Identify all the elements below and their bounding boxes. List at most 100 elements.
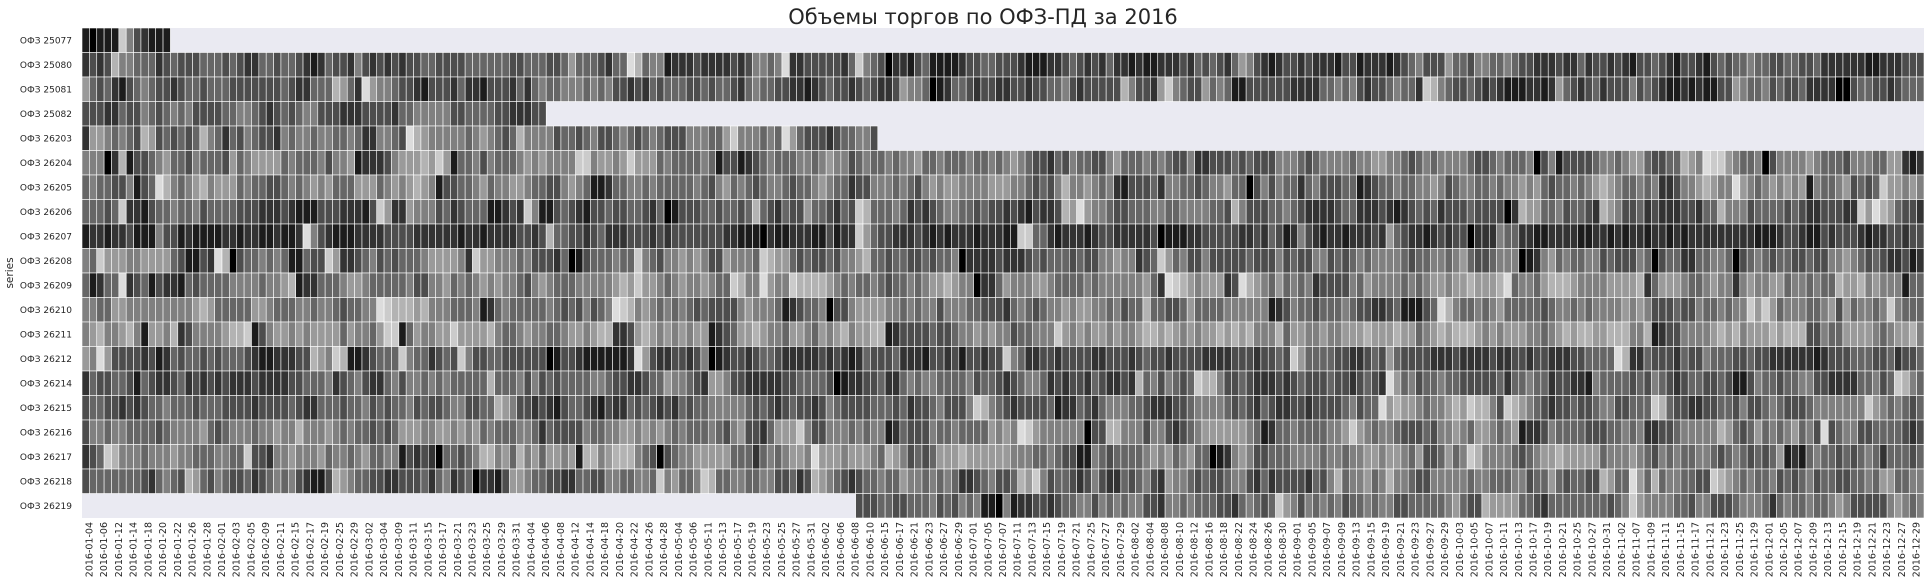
heatmap-cell bbox=[582, 272, 591, 298]
heatmap-cell bbox=[929, 297, 937, 323]
heatmap-cell bbox=[1827, 150, 1836, 176]
x-tick-label: 2016-07-15 bbox=[1042, 522, 1053, 577]
heatmap-cell bbox=[877, 272, 886, 298]
heatmap-cell bbox=[420, 370, 429, 396]
heatmap-cell bbox=[1260, 248, 1269, 274]
heatmap-cell bbox=[1459, 76, 1468, 102]
heatmap-cell bbox=[575, 468, 584, 494]
heatmap-cell bbox=[553, 223, 562, 249]
heatmap-cell bbox=[612, 395, 621, 421]
heatmap-cell bbox=[1614, 419, 1623, 445]
heatmap-cell bbox=[582, 370, 591, 396]
heatmap-cell bbox=[1628, 248, 1637, 274]
heatmap-cell bbox=[1636, 76, 1645, 102]
heatmap-cell bbox=[1908, 174, 1917, 200]
heatmap-cell bbox=[1555, 150, 1564, 176]
heatmap-cell bbox=[1614, 321, 1623, 347]
heatmap-cell bbox=[317, 272, 326, 298]
heatmap-cell bbox=[870, 76, 879, 102]
heatmap-cell bbox=[501, 223, 510, 249]
heatmap-cell bbox=[1768, 444, 1777, 470]
heatmap-cell bbox=[103, 223, 112, 249]
heatmap-cell bbox=[133, 199, 142, 225]
heatmap-cell bbox=[1400, 248, 1409, 274]
heatmap-cell bbox=[1577, 297, 1586, 323]
heatmap-cell bbox=[1761, 248, 1770, 274]
heatmap-cell bbox=[1356, 76, 1365, 102]
heatmap-cell bbox=[567, 346, 576, 372]
heatmap-cell bbox=[1150, 444, 1159, 470]
heatmap-cell bbox=[1238, 52, 1247, 78]
heatmap-cell bbox=[1002, 150, 1011, 176]
heatmap-cell bbox=[140, 419, 149, 445]
heatmap-cell bbox=[1776, 199, 1785, 225]
heatmap-cell bbox=[265, 248, 274, 274]
heatmap-cell bbox=[1717, 493, 1726, 519]
heatmap-cell bbox=[892, 395, 901, 421]
x-tick-label: 2016-09-27 bbox=[1425, 522, 1436, 577]
heatmap-cell bbox=[1503, 150, 1512, 176]
heatmap-cell bbox=[722, 272, 731, 298]
heatmap-cell bbox=[1562, 150, 1571, 176]
heatmap-cell bbox=[1238, 199, 1247, 225]
heatmap-cell bbox=[509, 297, 518, 323]
heatmap-cell bbox=[1710, 321, 1718, 347]
heatmap-cell bbox=[162, 174, 171, 200]
heatmap-cell bbox=[346, 125, 355, 151]
heatmap-cell bbox=[884, 297, 893, 323]
heatmap-cell bbox=[251, 395, 260, 421]
heatmap-cell bbox=[81, 27, 90, 53]
heatmap-cell bbox=[1857, 419, 1866, 445]
heatmap-cell bbox=[155, 174, 164, 200]
heatmap-cell bbox=[663, 125, 672, 151]
heatmap-cell bbox=[1452, 248, 1461, 274]
heatmap-cell bbox=[1754, 297, 1763, 323]
heatmap-cell bbox=[1739, 395, 1748, 421]
heatmap-cell bbox=[450, 101, 459, 127]
heatmap-cell bbox=[1783, 444, 1792, 470]
heatmap-cell bbox=[1245, 272, 1254, 298]
heatmap-cell bbox=[1238, 321, 1247, 347]
heatmap-cell bbox=[1842, 52, 1851, 78]
heatmap-cell bbox=[435, 248, 444, 274]
heatmap-cell bbox=[1046, 419, 1055, 445]
heatmap-cell bbox=[1039, 346, 1048, 372]
heatmap-cell bbox=[1245, 370, 1254, 396]
x-tick-label: 2016-09-21 bbox=[1396, 522, 1407, 577]
heatmap-cell bbox=[560, 419, 569, 445]
heatmap-cell bbox=[155, 223, 164, 249]
y-tick-label: ОФЗ 26208 bbox=[20, 257, 72, 267]
heatmap-cell bbox=[1879, 76, 1888, 102]
heatmap-cell bbox=[1209, 321, 1217, 347]
heatmap-cell bbox=[427, 76, 436, 102]
heatmap-cell bbox=[1511, 468, 1520, 494]
heatmap-cell bbox=[1864, 76, 1873, 102]
heatmap-cell bbox=[1275, 493, 1284, 519]
heatmap-cell bbox=[1209, 76, 1217, 102]
heatmap-cell bbox=[1267, 468, 1276, 494]
heatmap-cell bbox=[678, 174, 687, 200]
heatmap-cell bbox=[951, 346, 960, 372]
heatmap-cell bbox=[656, 52, 665, 78]
heatmap-cell bbox=[803, 223, 812, 249]
heatmap-cell bbox=[516, 199, 525, 225]
heatmap-cell bbox=[906, 223, 915, 249]
heatmap-cell bbox=[148, 76, 156, 102]
heatmap-cell bbox=[715, 223, 724, 249]
heatmap-cell bbox=[1422, 52, 1431, 78]
heatmap-cell bbox=[1069, 346, 1077, 372]
heatmap-cell bbox=[1105, 223, 1114, 249]
heatmap-cell bbox=[1651, 468, 1660, 494]
heatmap-cell bbox=[383, 52, 392, 78]
heatmap-cell bbox=[1349, 76, 1357, 102]
heatmap-cell bbox=[1761, 76, 1770, 102]
heatmap-cell bbox=[597, 370, 606, 396]
heatmap-cell bbox=[847, 370, 856, 396]
heatmap-cell bbox=[1061, 223, 1070, 249]
heatmap-cell bbox=[310, 468, 319, 494]
heatmap-cell bbox=[825, 444, 834, 470]
heatmap-cell bbox=[1105, 370, 1114, 396]
heatmap-cell bbox=[494, 370, 503, 396]
heatmap-cell bbox=[892, 297, 901, 323]
heatmap-cell bbox=[1407, 468, 1416, 494]
